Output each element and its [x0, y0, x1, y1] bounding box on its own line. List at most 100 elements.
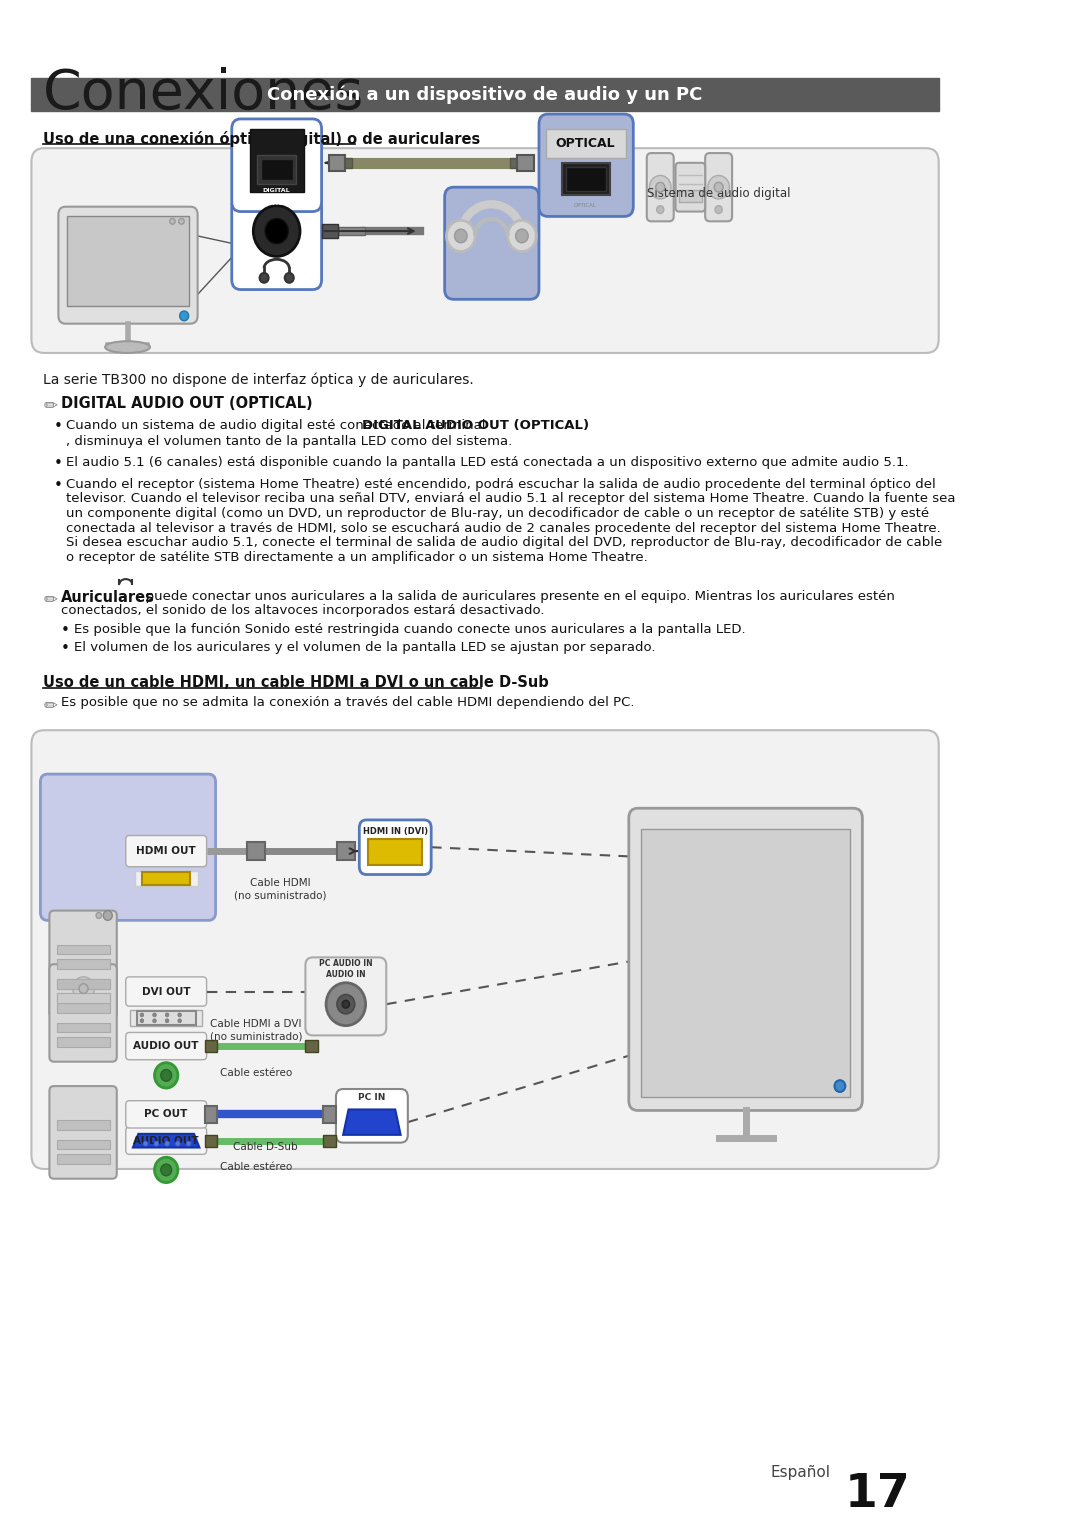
Bar — [517, 155, 534, 170]
Circle shape — [176, 1141, 180, 1145]
Text: Cuando el receptor (sistema Home Theatre) esté encendido, podrá escuchar la sali: Cuando el receptor (sistema Home Theatre… — [67, 477, 936, 491]
Circle shape — [179, 219, 185, 225]
Text: Español: Español — [771, 1466, 831, 1481]
Text: Auriculares: Auriculares — [62, 589, 154, 605]
Circle shape — [285, 273, 294, 283]
Circle shape — [446, 220, 475, 252]
Bar — [323, 1135, 336, 1147]
Text: Cable estéreo: Cable estéreo — [220, 1068, 292, 1077]
Circle shape — [178, 1019, 181, 1022]
Text: HDMI OUT: HDMI OUT — [136, 846, 197, 857]
Bar — [31, 77, 939, 111]
Text: •: • — [54, 456, 63, 471]
Text: DIGITAL
AUDIO OUT
(OPTICAL): DIGITAL AUDIO OUT (OPTICAL) — [257, 188, 296, 207]
FancyBboxPatch shape — [125, 835, 206, 867]
Circle shape — [715, 205, 723, 214]
FancyBboxPatch shape — [31, 731, 939, 1170]
Bar — [205, 1135, 217, 1147]
Circle shape — [72, 977, 94, 1001]
Circle shape — [165, 1019, 168, 1022]
Text: ✏: ✏ — [43, 396, 57, 413]
Text: •: • — [54, 477, 63, 492]
Text: OPTICAL: OPTICAL — [575, 204, 597, 208]
Bar — [368, 840, 422, 864]
Circle shape — [515, 229, 528, 243]
Circle shape — [161, 1164, 172, 1176]
FancyBboxPatch shape — [58, 207, 198, 324]
FancyBboxPatch shape — [50, 965, 117, 1062]
FancyBboxPatch shape — [232, 118, 322, 211]
Text: Cable HDMI
(no suministrado): Cable HDMI (no suministrado) — [234, 878, 326, 901]
Text: Conexión a un dispositivo de audio y un PC: Conexión a un dispositivo de audio y un … — [268, 85, 703, 103]
Text: un componente digital (como un DVD, un reproductor de Blu-ray, un decodificador : un componente digital (como un DVD, un r… — [67, 507, 930, 519]
Text: Es posible que la función Sonido esté restringida cuando conecte unos auriculare: Es posible que la función Sonido esté re… — [73, 623, 745, 636]
Text: Sistema de audio digital: Sistema de audio digital — [647, 187, 791, 201]
Circle shape — [154, 1141, 159, 1145]
Text: Conexiones: Conexiones — [43, 67, 364, 120]
Circle shape — [165, 1141, 170, 1145]
Polygon shape — [343, 1109, 401, 1135]
FancyBboxPatch shape — [50, 910, 117, 1018]
Text: AUDIO OUT: AUDIO OUT — [134, 1136, 199, 1145]
Text: AUDIO OUT: AUDIO OUT — [134, 1041, 199, 1051]
Text: Si desea escuchar audio 5.1, conecte el terminal de salida de audio digital del : Si desea escuchar audio 5.1, conecte el … — [67, 536, 943, 550]
FancyBboxPatch shape — [445, 187, 539, 299]
Bar — [566, 167, 606, 191]
Circle shape — [154, 1063, 178, 1088]
Text: •: • — [62, 641, 70, 656]
Bar — [141, 872, 190, 886]
Bar — [247, 843, 265, 860]
Text: HDMI IN (DVI): HDMI IN (DVI) — [363, 828, 428, 835]
Circle shape — [79, 984, 89, 993]
Circle shape — [326, 983, 366, 1025]
Circle shape — [140, 1019, 144, 1022]
Bar — [56, 993, 109, 1003]
Circle shape — [265, 219, 288, 243]
FancyBboxPatch shape — [232, 197, 322, 290]
Text: •: • — [54, 419, 63, 434]
Circle shape — [649, 176, 671, 199]
Circle shape — [337, 995, 355, 1015]
Circle shape — [165, 1013, 168, 1016]
Text: OPTICAL: OPTICAL — [556, 137, 616, 150]
Circle shape — [161, 1069, 172, 1082]
Text: El volumen de los auriculares y el volumen de la pantalla LED se ajustan por sep: El volumen de los auriculares y el volum… — [73, 641, 656, 653]
FancyBboxPatch shape — [705, 153, 732, 222]
Bar — [135, 870, 198, 886]
Circle shape — [657, 205, 664, 214]
Bar — [257, 155, 296, 184]
Bar — [56, 993, 109, 1003]
FancyBboxPatch shape — [125, 1127, 206, 1154]
Text: El audio 5.1 (6 canales) está disponible cuando la pantalla LED está conectada a: El audio 5.1 (6 canales) está disponible… — [67, 456, 909, 469]
Text: , disminuya el volumen tanto de la pantalla LED como del sistema.: , disminuya el volumen tanto de la panta… — [67, 434, 513, 448]
Bar — [56, 1022, 109, 1033]
Bar — [56, 960, 109, 969]
Ellipse shape — [105, 342, 150, 352]
Bar — [328, 155, 345, 170]
FancyBboxPatch shape — [647, 153, 674, 222]
Text: DIGITAL AUDIO OUT (OPTICAL): DIGITAL AUDIO OUT (OPTICAL) — [62, 396, 313, 410]
FancyBboxPatch shape — [50, 1086, 117, 1179]
Circle shape — [714, 182, 724, 191]
Circle shape — [455, 229, 468, 243]
Bar — [322, 225, 338, 238]
Text: Uso de un cable HDMI, un cable HDMI a DVI o un cable D-Sub: Uso de un cable HDMI, un cable HDMI a DV… — [43, 674, 549, 690]
Circle shape — [656, 182, 664, 191]
Bar — [131, 1010, 202, 1025]
Circle shape — [259, 273, 269, 283]
Bar — [56, 945, 109, 954]
Bar — [306, 1041, 318, 1053]
FancyBboxPatch shape — [40, 775, 216, 921]
Text: PC OUT: PC OUT — [145, 1109, 188, 1120]
Text: Cable estéreo: Cable estéreo — [220, 1162, 292, 1173]
Bar — [338, 228, 365, 235]
FancyBboxPatch shape — [31, 149, 939, 352]
Text: PC IN: PC IN — [359, 1094, 386, 1103]
Bar — [563, 163, 610, 194]
Text: ✏: ✏ — [43, 696, 57, 714]
Bar — [260, 159, 293, 181]
Bar — [56, 978, 109, 989]
Text: DVI OUT: DVI OUT — [141, 986, 190, 996]
Bar — [337, 843, 355, 860]
Circle shape — [342, 1001, 350, 1009]
